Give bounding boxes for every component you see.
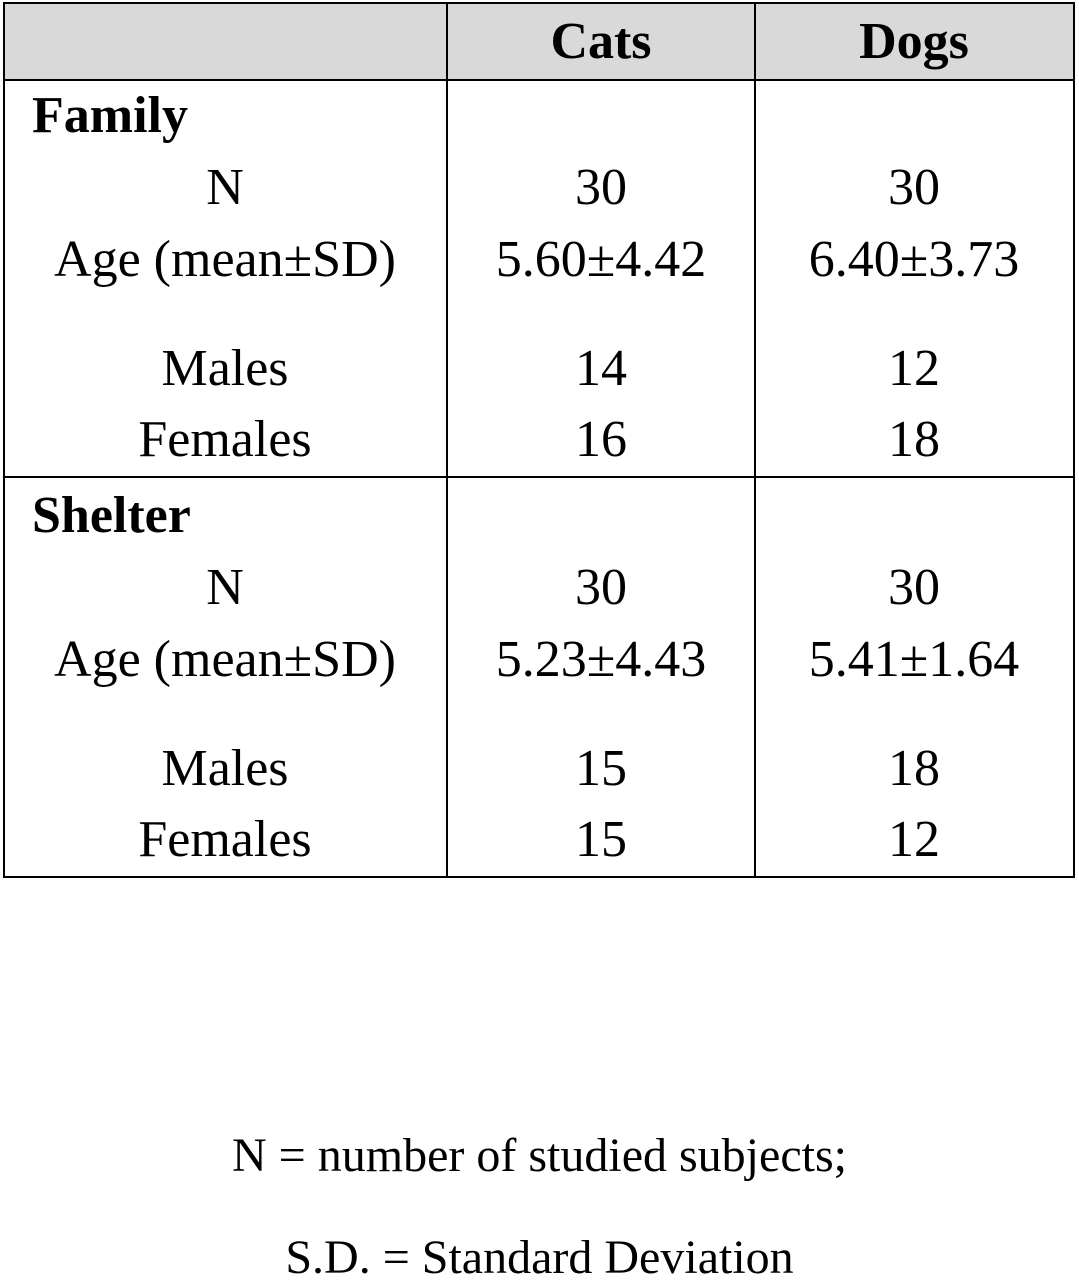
cell-dogs: 30: [888, 159, 940, 216]
header-dogs: Dogs: [859, 13, 969, 70]
table-header-row: [5, 4, 1073, 81]
cell-dogs: 5.41±1.64: [808, 631, 1020, 688]
column-divider: [754, 4, 756, 876]
cell-dogs: 30: [888, 559, 940, 616]
cell-dogs: 18: [888, 411, 940, 468]
row-label: N: [206, 559, 244, 616]
row-label: Males: [161, 740, 289, 797]
cell-cats: 30: [575, 159, 627, 216]
cell-cats: 5.60±4.42: [495, 231, 707, 288]
row-label: Age (mean±SD): [54, 631, 396, 688]
row-label: Females: [138, 811, 312, 868]
row-label: N: [206, 159, 244, 216]
cell-cats: 30: [575, 559, 627, 616]
cell-dogs: 18: [888, 740, 940, 797]
cell-cats: 15: [575, 740, 627, 797]
column-divider: [446, 4, 448, 876]
group-divider: [5, 476, 1073, 478]
row-label: Females: [138, 411, 312, 468]
footnote-n: N = number of studied subjects;: [232, 1129, 847, 1182]
cell-dogs: 12: [888, 340, 940, 397]
group-label-family: Family: [32, 87, 188, 144]
row-label: Males: [161, 340, 289, 397]
footnote-sd: S.D. = Standard Deviation: [285, 1231, 794, 1284]
cell-cats: 16: [575, 411, 627, 468]
row-label: Age (mean±SD): [54, 231, 396, 288]
cell-dogs: 6.40±3.73: [808, 231, 1020, 288]
cell-dogs: 12: [888, 811, 940, 868]
header-cats: Cats: [550, 13, 652, 70]
cell-cats: 14: [575, 340, 627, 397]
cell-cats: 15: [575, 811, 627, 868]
data-table: Cats Dogs Family N 30 30 Age (mean±SD) 5…: [3, 2, 1075, 878]
group-label-shelter: Shelter: [32, 487, 191, 544]
cell-cats: 5.23±4.43: [495, 631, 707, 688]
